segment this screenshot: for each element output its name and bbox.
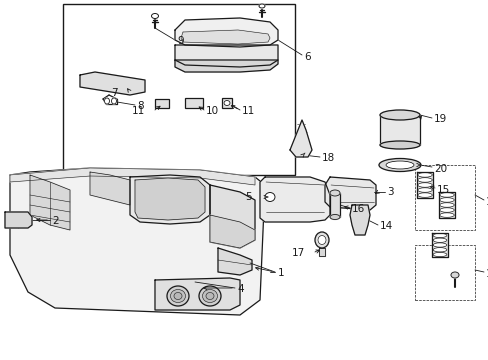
Polygon shape bbox=[209, 215, 254, 248]
Polygon shape bbox=[90, 172, 130, 205]
Text: 12: 12 bbox=[485, 197, 488, 207]
Ellipse shape bbox=[151, 13, 158, 18]
Ellipse shape bbox=[417, 193, 431, 197]
Ellipse shape bbox=[259, 4, 264, 8]
Bar bbox=[379, 115, 419, 145]
Ellipse shape bbox=[417, 188, 431, 192]
Ellipse shape bbox=[439, 193, 453, 197]
Polygon shape bbox=[431, 233, 447, 257]
Polygon shape bbox=[155, 278, 240, 310]
Text: 15: 15 bbox=[436, 185, 449, 195]
Ellipse shape bbox=[170, 289, 185, 302]
Polygon shape bbox=[130, 175, 209, 224]
Ellipse shape bbox=[432, 248, 446, 252]
Ellipse shape bbox=[199, 286, 221, 306]
Ellipse shape bbox=[329, 215, 339, 220]
Ellipse shape bbox=[417, 178, 431, 182]
Ellipse shape bbox=[378, 158, 420, 171]
Polygon shape bbox=[175, 45, 278, 67]
Bar bbox=[63, 4, 294, 175]
Polygon shape bbox=[349, 205, 369, 235]
Ellipse shape bbox=[111, 98, 116, 104]
Polygon shape bbox=[175, 18, 278, 47]
Polygon shape bbox=[175, 60, 278, 72]
Text: 9: 9 bbox=[177, 36, 183, 46]
Polygon shape bbox=[318, 248, 325, 256]
Ellipse shape bbox=[432, 243, 446, 247]
Ellipse shape bbox=[432, 238, 446, 242]
Ellipse shape bbox=[167, 286, 189, 306]
Ellipse shape bbox=[385, 161, 413, 169]
Text: 18: 18 bbox=[321, 153, 335, 163]
Bar bbox=[329, 193, 339, 217]
Text: 16: 16 bbox=[351, 204, 365, 214]
Polygon shape bbox=[438, 192, 454, 217]
Ellipse shape bbox=[417, 173, 431, 177]
Text: 19: 19 bbox=[433, 114, 447, 124]
Polygon shape bbox=[10, 168, 254, 185]
Ellipse shape bbox=[202, 289, 217, 302]
Ellipse shape bbox=[417, 183, 431, 187]
Polygon shape bbox=[135, 178, 204, 220]
Text: 14: 14 bbox=[379, 221, 392, 231]
Ellipse shape bbox=[224, 100, 229, 105]
Ellipse shape bbox=[205, 292, 214, 300]
Ellipse shape bbox=[439, 203, 453, 207]
Polygon shape bbox=[416, 172, 432, 198]
Text: 6: 6 bbox=[304, 52, 310, 62]
Ellipse shape bbox=[174, 292, 182, 300]
Bar bbox=[222, 98, 231, 108]
Ellipse shape bbox=[379, 141, 419, 149]
Text: 1: 1 bbox=[278, 268, 284, 278]
Bar bbox=[184, 98, 203, 108]
Text: 2: 2 bbox=[52, 216, 59, 226]
Ellipse shape bbox=[314, 232, 328, 248]
Polygon shape bbox=[218, 248, 251, 275]
Polygon shape bbox=[30, 175, 70, 230]
Polygon shape bbox=[5, 212, 32, 228]
Polygon shape bbox=[289, 120, 311, 157]
Polygon shape bbox=[181, 30, 269, 44]
Ellipse shape bbox=[439, 198, 453, 202]
Bar bbox=[414, 245, 474, 300]
Polygon shape bbox=[260, 177, 329, 222]
Bar bbox=[414, 165, 474, 230]
Polygon shape bbox=[80, 72, 145, 95]
Text: 5: 5 bbox=[245, 192, 251, 202]
Ellipse shape bbox=[317, 235, 325, 244]
Ellipse shape bbox=[264, 193, 274, 202]
Ellipse shape bbox=[432, 252, 446, 257]
Text: 3: 3 bbox=[386, 187, 393, 197]
Polygon shape bbox=[209, 185, 254, 248]
Polygon shape bbox=[10, 168, 264, 315]
Text: 20: 20 bbox=[433, 164, 446, 174]
Text: 8: 8 bbox=[137, 101, 143, 111]
Ellipse shape bbox=[439, 208, 453, 212]
Text: 7: 7 bbox=[111, 88, 118, 98]
Polygon shape bbox=[325, 177, 375, 210]
Ellipse shape bbox=[439, 213, 453, 217]
Text: 11: 11 bbox=[131, 106, 145, 116]
Text: 11: 11 bbox=[242, 106, 255, 116]
Text: 4: 4 bbox=[237, 284, 243, 294]
Ellipse shape bbox=[329, 190, 339, 196]
Ellipse shape bbox=[104, 98, 109, 104]
Text: 17: 17 bbox=[291, 248, 305, 258]
Ellipse shape bbox=[432, 233, 446, 238]
Text: 13: 13 bbox=[485, 269, 488, 279]
Ellipse shape bbox=[450, 272, 458, 278]
Bar bbox=[155, 99, 169, 108]
Ellipse shape bbox=[379, 110, 419, 120]
Text: 10: 10 bbox=[205, 106, 219, 116]
